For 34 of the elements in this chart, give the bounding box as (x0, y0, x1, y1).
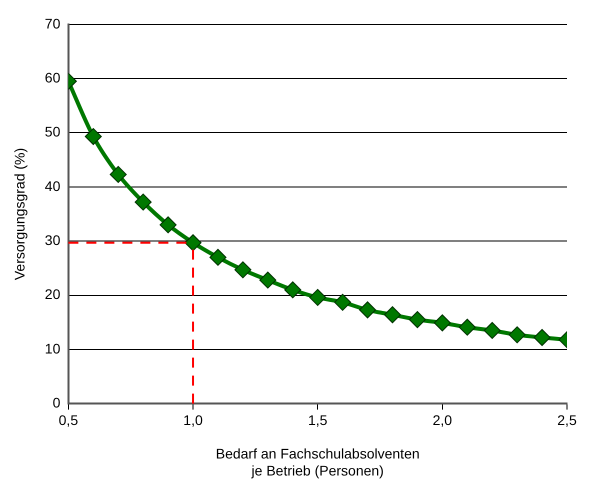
point (134, 194, 152, 211)
y-tick-label: 70 (44, 15, 61, 32)
x-tick-label: 0,5 (58, 412, 78, 428)
point (384, 306, 401, 324)
y-tick-label: 10 (44, 340, 61, 356)
y-axis-title: Versorgungsgrad (%) (11, 148, 28, 280)
point (309, 288, 326, 306)
y-tick-label: 60 (44, 69, 61, 86)
point (434, 314, 451, 332)
x-tick-label: 2,0 (432, 412, 452, 428)
point (458, 318, 476, 336)
point (359, 301, 376, 318)
x-tick-label: 1,5 (308, 412, 328, 428)
y-tick-label: 30 (44, 232, 61, 248)
point (184, 234, 202, 252)
point (84, 128, 102, 146)
x-tick-label: 1,0 (183, 412, 203, 428)
y-tick-label: 50 (44, 124, 61, 140)
point (334, 294, 352, 311)
point (160, 216, 177, 234)
point (508, 326, 526, 344)
point (110, 166, 127, 183)
y-tick-label: 0 (52, 394, 61, 410)
y-tick-label: 40 (44, 178, 61, 194)
point (408, 311, 426, 328)
point (484, 322, 501, 339)
x-tick-label: 2,5 (557, 412, 577, 428)
x-axis-title: Bedarf an Fachschulabsolventen je Betrieb (Personen) (216, 446, 420, 478)
point (259, 272, 276, 289)
point (234, 261, 252, 278)
y-tick-label: 20 (44, 286, 61, 302)
point (534, 329, 551, 346)
point (209, 248, 226, 266)
point (284, 281, 302, 298)
